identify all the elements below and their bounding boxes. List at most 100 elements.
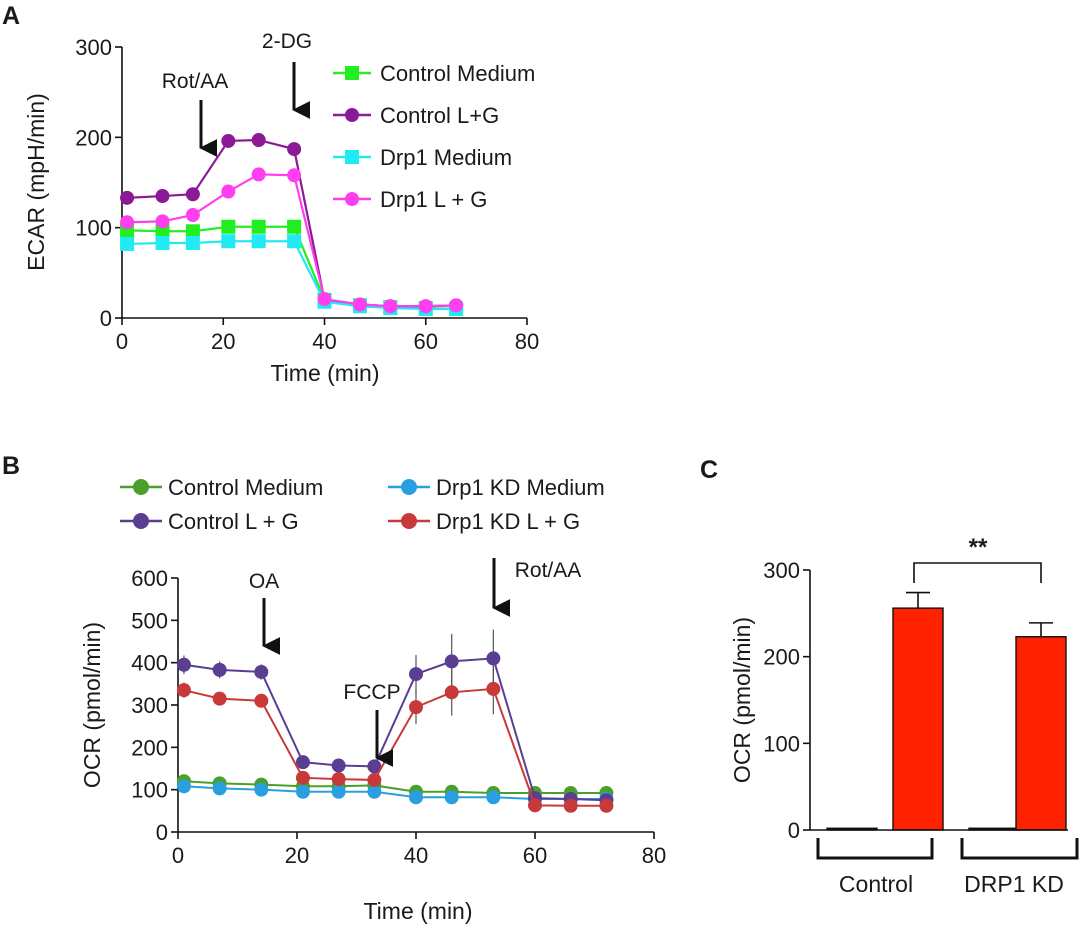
data-point — [176, 683, 191, 698]
y-tick-label: 0 — [788, 818, 800, 843]
data-point — [409, 790, 423, 805]
x-tick-label: 0 — [116, 329, 128, 354]
panel-letter-a: A — [2, 2, 20, 30]
data-point — [331, 772, 346, 787]
legend-label: Control L+G — [380, 103, 499, 128]
data-point — [221, 184, 236, 199]
legend-label: Drp1 KD L + G — [436, 509, 580, 534]
data-point — [251, 234, 266, 249]
panel-b-x-axis-label: Time (min) — [363, 898, 472, 924]
legend-marker — [345, 150, 359, 164]
y-tick-label: 100 — [763, 731, 800, 756]
data-point — [251, 133, 266, 148]
x-tick-label: 60 — [523, 843, 547, 868]
legend-item-drp1-kd-l-g: Drp1 KD L + G — [388, 509, 580, 534]
series-line — [183, 657, 607, 802]
y-tick-label: 600 — [131, 566, 168, 591]
legend-item-control-medium: Control Medium — [333, 61, 535, 86]
legend-label: Control Medium — [168, 475, 323, 500]
panel-a-series — [120, 133, 464, 316]
data-point — [295, 784, 310, 799]
data-point — [155, 189, 170, 204]
panel-a-x-axis-label: Time (min) — [270, 360, 379, 386]
legend-label: Control L + G — [168, 509, 299, 534]
data-point — [331, 784, 346, 799]
group-bracket-drp1kd — [960, 838, 1079, 860]
data-point — [221, 234, 236, 249]
panel-b-y-axis-label: OCR (pmol/min) — [79, 622, 105, 788]
legend-marker — [133, 513, 149, 529]
group-label-drp1kd: DRP1 KD — [964, 871, 1064, 897]
y-tick-label: 100 — [75, 216, 112, 241]
significance-bracket: ** — [913, 534, 1042, 583]
data-point — [418, 299, 433, 314]
group-bracket-control — [816, 838, 934, 860]
data-point — [367, 772, 382, 787]
y-tick-label: 300 — [763, 558, 800, 583]
series-control-l-g — [176, 629, 614, 808]
series-drp1-medium — [120, 234, 464, 316]
data-point — [295, 755, 310, 770]
y-tick-label: 300 — [131, 693, 168, 718]
data-point — [155, 214, 170, 229]
annotation-label-rotaa-b: Rot/AA — [515, 559, 582, 582]
panel-b-annotation-fccp: FCCP — [343, 681, 401, 767]
data-point — [185, 208, 200, 223]
y-tick-label: 300 — [75, 35, 112, 60]
data-point — [409, 667, 423, 682]
y-tick-label: 0 — [100, 306, 112, 331]
significance-stars: ** — [969, 534, 988, 561]
legend-label: Drp1 L + G — [380, 187, 487, 212]
panel-c-bars — [810, 591, 1068, 831]
panel-letter-c: C — [700, 456, 718, 484]
legend-label: Drp1 KD Medium — [436, 475, 605, 500]
data-point — [176, 779, 191, 794]
x-tick-label: 40 — [312, 329, 336, 354]
x-tick-label: 60 — [414, 329, 438, 354]
data-point — [287, 234, 302, 249]
data-point — [409, 700, 423, 715]
data-point — [367, 784, 382, 799]
x-tick-label: 0 — [172, 843, 184, 868]
series-line — [183, 780, 607, 795]
data-point — [331, 758, 346, 773]
data-point — [528, 798, 542, 813]
data-point — [383, 299, 398, 314]
x-tick-label: 20 — [211, 329, 235, 354]
panel-b-axes: 0 100 200 300 400 500 600 0 20 40 60 80 — [131, 566, 666, 868]
panel-b-legend: Control Medium Drp1 KD Medium Control L + … — [120, 475, 605, 534]
data-point — [444, 654, 459, 669]
data-point — [486, 651, 501, 666]
data-point — [120, 236, 135, 251]
panel-letter-b: B — [2, 452, 20, 480]
legend-marker — [401, 513, 417, 529]
legend-item-control-l-g: Control L+G — [333, 103, 499, 128]
data-point — [287, 142, 302, 157]
data-point — [176, 657, 191, 672]
series-line — [127, 240, 457, 311]
data-point — [317, 292, 332, 307]
panel-a-axes: 0 100 200 300 0 20 40 60 80 — [75, 35, 539, 354]
bar — [1015, 636, 1067, 831]
data-point — [120, 215, 135, 230]
y-tick-label: 400 — [131, 651, 168, 676]
legend-marker — [345, 108, 359, 122]
series-control-medium — [176, 774, 614, 801]
data-point — [185, 236, 200, 251]
group-label-control: Control — [839, 871, 913, 897]
legend-marker — [401, 479, 417, 495]
data-point — [155, 236, 170, 251]
y-tick-label: 200 — [75, 125, 112, 150]
data-point — [185, 187, 200, 202]
group-brackets: Control DRP1 KD — [816, 838, 1079, 897]
legend-item-drp1-medium: Drp1 Medium — [333, 145, 512, 170]
data-point — [599, 798, 614, 813]
series-control-medium — [120, 219, 464, 316]
x-tick-label: 80 — [642, 843, 666, 868]
data-point — [212, 781, 227, 796]
data-point — [120, 190, 135, 205]
data-point — [221, 219, 236, 234]
data-point — [251, 219, 266, 234]
bar-control-1 — [892, 591, 944, 831]
